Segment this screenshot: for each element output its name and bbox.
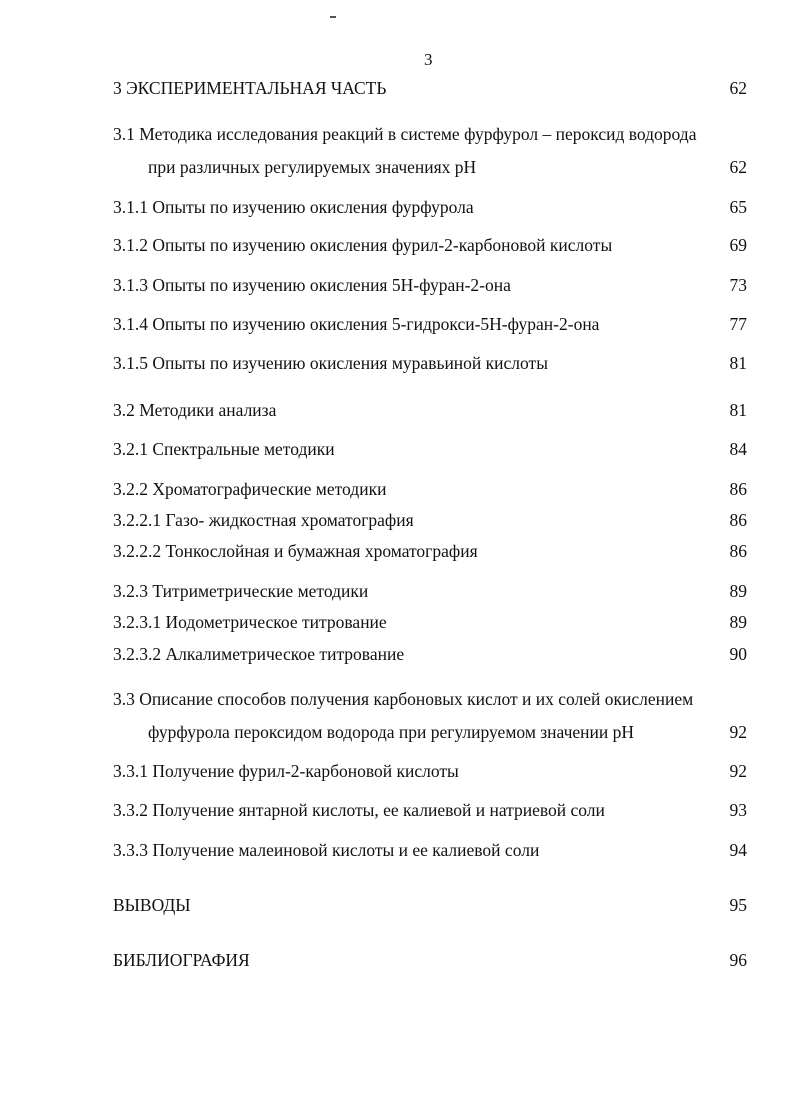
- toc-entry-title: 3.2.3 Титриметрические методики: [113, 581, 369, 601]
- toc-entry-title: 3.3 Описание способов получения карбонов…: [113, 689, 694, 709]
- toc-entry-title: 3.1.1 Опыты по изучению окисления фурфур…: [113, 197, 474, 217]
- page-number: 3: [424, 50, 433, 69]
- toc-entry-title: 3.2.3.2 Алкалиметрическое титрование: [113, 644, 405, 664]
- toc-entry-page: 93: [729, 800, 748, 820]
- toc-entry: 3 ЭКСПЕРИМЕНТАЛЬНАЯ ЧАСТЬ 62: [113, 77, 747, 99]
- toc-entry-title: 3.2.3.1 Иодометрическое титрование: [113, 612, 387, 632]
- toc-entry-title: 3.1.3 Опыты по изучению окисления 5Н-фур…: [113, 275, 511, 295]
- toc-entry-page: 89: [729, 612, 748, 632]
- toc-entry-page: 92: [729, 761, 748, 781]
- toc-entry: 3.1.5 Опыты по изучению окисления муравь…: [113, 352, 747, 374]
- toc-entry-page: 69: [729, 235, 748, 255]
- toc-entry-title: 3.2.1 Спектральные методики: [113, 439, 335, 459]
- toc-entry-title: 3.2.2.1 Газо- жидкостная хроматография: [113, 510, 414, 530]
- toc-entry: 3.3.2 Получение янтарной кислоты, ее кал…: [113, 799, 747, 821]
- toc-entry-title: 3.2.2 Хроматографические методики: [113, 479, 387, 499]
- toc-entry: фурфурола пероксидом водорода при регули…: [113, 721, 747, 743]
- toc-entry: БИБЛИОГРАФИЯ 96: [113, 949, 747, 971]
- toc-entry-page: 62: [729, 157, 748, 177]
- toc-entry-page: 62: [729, 78, 748, 98]
- toc-entry-page: 65: [729, 197, 748, 217]
- toc-entry-page: 86: [729, 541, 748, 561]
- toc-entry-page: 81: [729, 353, 748, 373]
- toc-entry-title: 3.1 Методика исследования реакций в сист…: [113, 124, 697, 144]
- toc-entry-title: ВЫВОДЫ: [113, 895, 191, 915]
- toc-entry-title: 3.1.4 Опыты по изучению окисления 5-гидр…: [113, 314, 600, 334]
- toc-entry-title: 3.1.5 Опыты по изучению окисления муравь…: [113, 353, 548, 373]
- toc-entry: 3.1.2 Опыты по изучению окисления фурил-…: [113, 234, 747, 256]
- toc-entry-page: 90: [729, 644, 748, 664]
- toc-entry: 3.2.2.1 Газо- жидкостная хроматография 86: [113, 509, 747, 531]
- toc-entry: 3.1.3 Опыты по изучению окисления 5Н-фур…: [113, 274, 747, 296]
- toc-entry-title: 3.2 Методики анализа: [113, 400, 277, 420]
- toc-entry: 3.2.3.2 Алкалиметрическое титрование 90: [113, 643, 747, 665]
- toc-entry-title: 3.3.1 Получение фурил-2-карбоновой кисло…: [113, 761, 459, 781]
- toc-entry: ВЫВОДЫ 95: [113, 894, 747, 916]
- toc-entry-title: 3.3.3 Получение малеиновой кислоты и ее …: [113, 840, 540, 860]
- toc-entry: 3.3 Описание способов получения карбонов…: [113, 688, 747, 710]
- toc-entry-page: 77: [729, 314, 748, 334]
- toc-entry: 3.2.1 Спектральные методики 84: [113, 438, 747, 460]
- toc-entry-page: 89: [729, 581, 748, 601]
- toc-entry: 3.2.2 Хроматографические методики 86: [113, 478, 747, 500]
- toc-entry-page: 94: [729, 840, 748, 860]
- toc-entry-page: 95: [729, 895, 748, 915]
- toc-entry: 3.2.3.1 Иодометрическое титрование 89: [113, 611, 747, 633]
- toc-entry-page: 73: [729, 275, 748, 295]
- toc-entry: 3.1.1 Опыты по изучению окисления фурфур…: [113, 196, 747, 218]
- toc-entry-title: 3.2.2.2 Тонкослойная и бумажная хроматог…: [113, 541, 478, 561]
- toc-entry: при различных регулируемых значениях pH 6…: [113, 156, 747, 178]
- toc-entry: 3.1.4 Опыты по изучению окисления 5-гидр…: [113, 313, 747, 335]
- toc-entry: 3.3.3 Получение малеиновой кислоты и ее …: [113, 839, 747, 861]
- toc-entry: 3.2.2.2 Тонкослойная и бумажная хроматог…: [113, 540, 747, 562]
- toc-entry: 3.2.3 Титриметрические методики 89: [113, 580, 747, 602]
- toc-entry-title: фурфурола пероксидом водорода при регули…: [148, 722, 635, 742]
- toc-entry-page: 81: [729, 400, 748, 420]
- toc-entry-page: 86: [729, 510, 748, 530]
- toc-entry-title: БИБЛИОГРАФИЯ: [113, 950, 250, 970]
- toc-entry-page: 92: [729, 722, 748, 742]
- toc-entry-page: 96: [729, 950, 748, 970]
- scan-speck: [330, 16, 336, 18]
- toc-entry: 3.2 Методики анализа 81: [113, 399, 747, 421]
- toc-entry-page: 84: [729, 439, 748, 459]
- toc-entry: 3.1 Методика исследования реакций в сист…: [113, 123, 747, 145]
- toc-entry-title: 3.1.2 Опыты по изучению окисления фурил-…: [113, 235, 613, 255]
- toc-entry-title: 3 ЭКСПЕРИМЕНТАЛЬНАЯ ЧАСТЬ: [113, 78, 387, 98]
- toc-entry-title: 3.3.2 Получение янтарной кислоты, ее кал…: [113, 800, 605, 820]
- toc-entry: 3.3.1 Получение фурил-2-карбоновой кисло…: [113, 760, 747, 782]
- toc-entry-page: 86: [729, 479, 748, 499]
- toc-entry-title: при различных регулируемых значениях pH: [148, 157, 477, 177]
